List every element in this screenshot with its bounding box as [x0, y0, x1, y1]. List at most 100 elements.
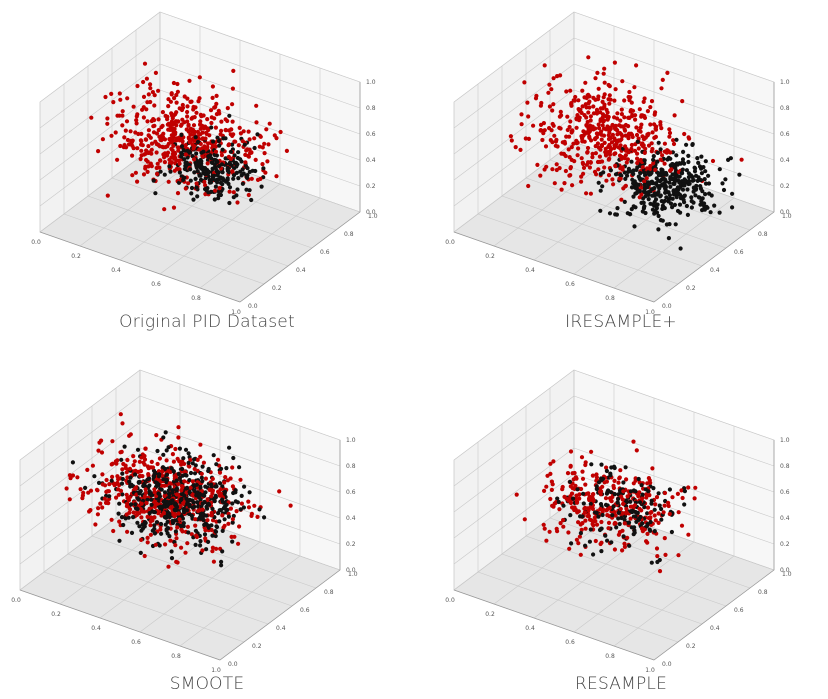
data-point	[187, 490, 192, 495]
data-point	[559, 151, 564, 156]
data-point	[582, 510, 587, 515]
data-point	[242, 142, 247, 147]
data-point	[692, 496, 697, 501]
data-point	[612, 464, 617, 469]
data-point	[191, 123, 197, 128]
data-points	[89, 61, 289, 212]
data-point	[635, 139, 640, 144]
data-point	[162, 207, 167, 212]
data-point	[106, 501, 111, 506]
data-point	[600, 112, 606, 117]
data-point	[105, 121, 110, 126]
data-point	[186, 451, 191, 456]
data-point	[161, 435, 166, 440]
data-point	[559, 187, 564, 192]
data-point	[161, 452, 166, 457]
data-point	[137, 459, 142, 464]
data-point	[652, 186, 657, 191]
data-point	[262, 141, 267, 146]
data-point	[267, 121, 272, 126]
caption-smoote: SMOOTE	[169, 674, 245, 694]
gridline	[39, 115, 161, 207]
data-point	[686, 175, 691, 180]
data-point	[118, 488, 124, 493]
data-point	[198, 119, 203, 124]
data-point	[198, 539, 203, 544]
data-point	[633, 514, 638, 519]
data-point	[193, 523, 198, 528]
data-point	[140, 143, 145, 148]
data-point	[217, 490, 222, 496]
data-point	[145, 100, 150, 105]
data-point	[210, 549, 215, 554]
data-point	[571, 98, 576, 103]
data-point	[581, 161, 586, 167]
data-point	[148, 532, 153, 537]
data-point	[213, 484, 218, 489]
data-point	[230, 465, 235, 470]
data-point	[557, 125, 562, 130]
data-point	[587, 165, 592, 170]
data-point	[207, 487, 212, 492]
data-point	[195, 169, 200, 174]
data-point	[148, 523, 153, 528]
data-point	[217, 111, 222, 116]
data-point	[581, 165, 587, 170]
data-point	[201, 149, 206, 154]
data-point	[580, 139, 585, 144]
data-point	[573, 507, 578, 512]
data-point	[139, 501, 144, 506]
data-point	[119, 481, 125, 486]
data-point	[244, 148, 249, 153]
data-point	[131, 454, 136, 459]
data-point	[666, 500, 671, 505]
data-point	[146, 472, 151, 477]
data-point	[574, 493, 579, 498]
data-point	[514, 492, 519, 497]
data-point	[573, 475, 578, 480]
data-point	[146, 144, 151, 149]
data-point	[194, 185, 199, 190]
data-point	[258, 176, 263, 181]
data-point	[210, 518, 216, 523]
data-point	[171, 459, 176, 464]
x-tick-label: 0.8	[605, 653, 615, 660]
data-point	[125, 529, 130, 534]
data-point	[657, 569, 663, 574]
data-point	[674, 191, 679, 196]
data-point	[146, 164, 151, 169]
data-point	[238, 507, 243, 512]
data-point	[622, 115, 627, 120]
data-point	[623, 184, 628, 189]
data-point	[154, 150, 159, 155]
data-point	[206, 154, 211, 159]
data-point	[612, 478, 617, 483]
data-point	[605, 117, 610, 122]
data-point	[583, 518, 588, 523]
data-point	[600, 484, 605, 489]
data-point	[172, 96, 177, 101]
data-point	[608, 168, 613, 173]
data-point	[612, 145, 617, 151]
data-point	[174, 92, 179, 98]
data-point	[128, 432, 133, 437]
data-point	[599, 137, 604, 142]
data-point	[638, 157, 643, 163]
data-point	[580, 469, 585, 474]
data-point	[690, 175, 695, 180]
data-point	[147, 483, 152, 488]
data-point	[567, 124, 572, 130]
data-point	[145, 535, 150, 540]
data-point	[185, 541, 190, 546]
data-point	[600, 159, 605, 164]
data-point	[712, 203, 717, 208]
data-point	[230, 102, 235, 107]
data-point	[156, 88, 161, 93]
data-point	[591, 498, 596, 503]
data-point	[619, 515, 624, 521]
data-point	[148, 519, 153, 524]
data-point	[697, 164, 703, 169]
data-point	[118, 143, 123, 149]
data-point	[632, 525, 637, 530]
data-point	[685, 187, 690, 192]
